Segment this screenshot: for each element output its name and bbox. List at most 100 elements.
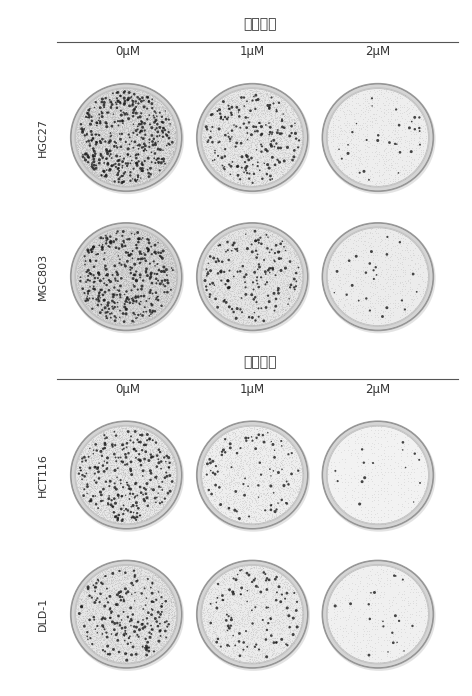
Point	[219, 601, 226, 612]
Point	[83, 284, 90, 295]
Point	[115, 178, 123, 189]
Point	[247, 430, 254, 441]
Point	[209, 442, 216, 453]
Point	[249, 471, 257, 482]
Point	[324, 606, 332, 617]
Point	[224, 148, 232, 159]
Point	[98, 452, 105, 464]
Point	[110, 129, 117, 140]
Point	[215, 120, 222, 131]
Point	[251, 586, 258, 597]
Point	[140, 101, 148, 112]
Point	[88, 615, 95, 626]
Point	[96, 164, 103, 175]
Point	[249, 166, 257, 177]
Point	[150, 240, 158, 251]
Point	[150, 600, 157, 611]
Point	[152, 113, 160, 125]
Point	[147, 598, 155, 609]
Point	[95, 171, 102, 182]
Point	[146, 168, 153, 179]
Point	[109, 114, 117, 125]
Point	[293, 116, 300, 127]
Point	[262, 442, 270, 453]
Point	[262, 166, 270, 177]
Point	[138, 444, 146, 455]
Point	[101, 269, 109, 280]
Point	[213, 486, 221, 497]
Point	[265, 96, 272, 107]
Point	[252, 139, 259, 150]
Point	[99, 125, 107, 136]
Point	[166, 608, 173, 619]
Point	[109, 473, 116, 484]
Point	[116, 163, 123, 174]
Point	[149, 146, 157, 157]
Point	[239, 576, 246, 587]
Point	[158, 120, 166, 132]
Point	[119, 436, 127, 447]
Point	[153, 138, 161, 149]
Point	[142, 506, 150, 517]
Point	[228, 462, 236, 473]
Point	[217, 125, 225, 136]
Point	[245, 290, 253, 301]
Point	[166, 258, 174, 269]
Point	[133, 158, 140, 169]
Point	[99, 290, 107, 301]
Point	[166, 586, 174, 597]
Point	[235, 308, 242, 319]
Point	[95, 269, 103, 280]
Point	[76, 260, 83, 271]
Point	[137, 118, 145, 129]
Point	[117, 260, 125, 271]
Point	[137, 138, 145, 149]
Point	[94, 246, 102, 257]
Point	[170, 127, 178, 139]
Point	[156, 483, 164, 494]
Point	[144, 150, 152, 161]
Point	[142, 310, 150, 322]
Point	[119, 153, 126, 164]
Point	[133, 437, 141, 448]
Point	[282, 436, 289, 447]
Point	[108, 578, 115, 589]
Point	[93, 439, 101, 450]
Point	[404, 470, 411, 481]
Point	[136, 111, 144, 122]
Point	[146, 503, 153, 514]
Point	[384, 267, 391, 278]
Point	[135, 248, 143, 259]
Point	[120, 503, 128, 514]
Point	[99, 426, 107, 437]
Point	[140, 117, 147, 128]
Point	[111, 263, 118, 274]
Point	[129, 233, 137, 244]
Point	[90, 453, 98, 464]
Point	[210, 292, 218, 303]
Point	[210, 285, 218, 296]
Point	[291, 250, 299, 261]
Point	[135, 271, 143, 283]
Point	[140, 127, 148, 138]
Point	[147, 246, 154, 258]
Point	[164, 489, 171, 500]
Point	[127, 509, 135, 521]
Point	[266, 438, 273, 449]
Point	[143, 475, 151, 486]
Point	[136, 317, 144, 328]
Point	[106, 607, 114, 618]
Point	[112, 177, 120, 188]
Point	[352, 266, 360, 277]
Point	[138, 462, 145, 473]
Point	[148, 291, 155, 302]
Point	[141, 229, 148, 240]
Point	[266, 102, 273, 113]
Point	[87, 610, 95, 621]
Point	[142, 448, 150, 459]
Point	[141, 314, 148, 325]
Point	[241, 581, 249, 592]
Point	[127, 475, 135, 487]
Point	[93, 459, 101, 470]
Point	[285, 584, 293, 595]
